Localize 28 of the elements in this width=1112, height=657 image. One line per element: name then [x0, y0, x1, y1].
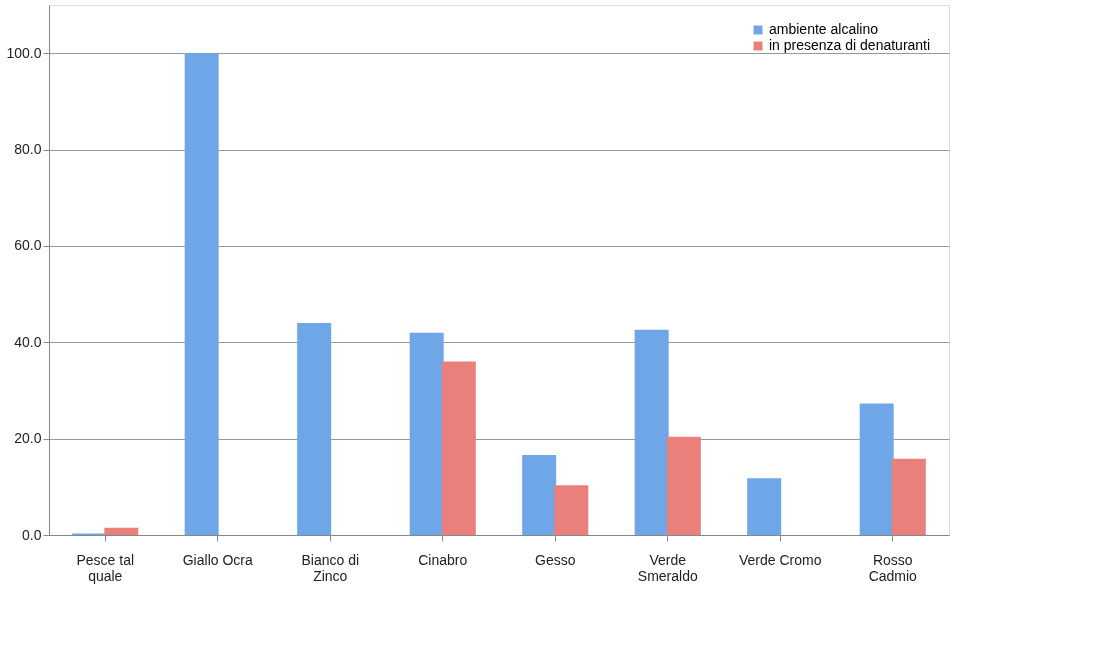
bar — [104, 527, 139, 535]
y-tick-label: 80.0 — [14, 141, 42, 158]
x-tick-label: Rosso Cadmio — [868, 551, 918, 584]
y-tick-label: 40.0 — [14, 333, 42, 350]
bar — [522, 455, 557, 535]
y-tick-label: 0.0 — [22, 526, 42, 543]
x-tick-label: Verde Cromo — [739, 551, 822, 568]
x-tick-label: Cinabro — [418, 551, 468, 568]
bar — [666, 436, 701, 535]
bar — [441, 361, 476, 535]
bar — [554, 485, 589, 535]
x-tick-label: Giallo Ocra — [182, 551, 253, 568]
x-tick-label: Pesce tal quale — [76, 551, 135, 584]
legend-label: in presenza di denaturanti — [769, 37, 931, 53]
x-tick-label: Gesso — [535, 551, 576, 568]
x-tick-label: Verde Smeraldo — [637, 551, 698, 584]
y-tick-label: 100.0 — [6, 44, 42, 61]
bar — [859, 403, 894, 535]
y-tick-label: 60.0 — [14, 237, 42, 254]
y-tick-label: 20.0 — [14, 430, 42, 447]
bar — [747, 478, 782, 535]
x-tick-label: Bianco di Zinco — [301, 551, 360, 584]
bar — [184, 53, 219, 535]
bar — [409, 332, 444, 535]
bar — [297, 323, 332, 535]
bar — [634, 329, 669, 535]
legend-label: ambiente alcalino — [769, 21, 879, 37]
bar — [891, 458, 926, 535]
